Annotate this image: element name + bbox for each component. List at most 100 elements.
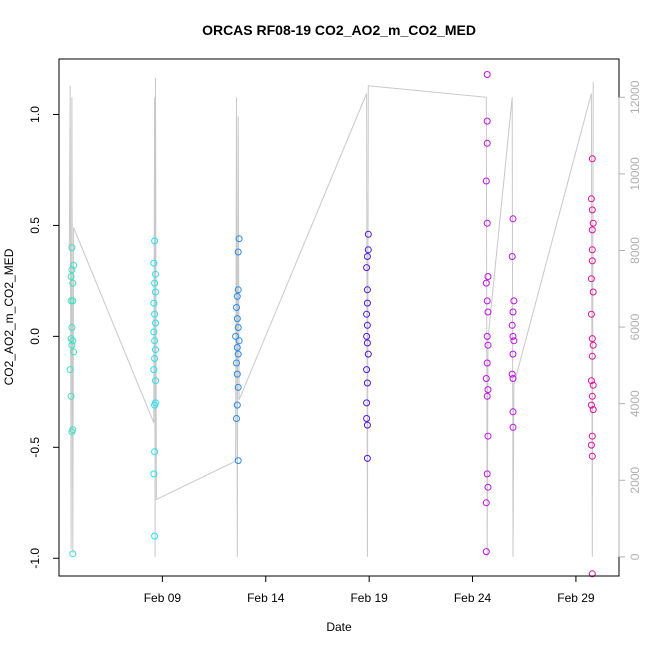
data-point bbox=[363, 286, 371, 294]
data-point bbox=[587, 275, 595, 283]
data-point bbox=[363, 332, 371, 340]
data-point bbox=[509, 408, 517, 416]
data-point bbox=[68, 266, 76, 274]
data-point bbox=[363, 421, 371, 429]
data-point bbox=[69, 550, 77, 558]
data-point bbox=[234, 350, 242, 358]
altitude-track bbox=[68, 78, 594, 557]
data-point bbox=[363, 321, 371, 329]
data-point bbox=[483, 117, 491, 125]
y-axis-label: CO2_AO2_m_CO2_MED bbox=[2, 248, 16, 385]
y-axis: -1.0 -0.5 0.0 0.5 1.0 bbox=[28, 106, 60, 569]
data-point bbox=[363, 399, 371, 407]
data-point bbox=[509, 332, 517, 340]
data-point bbox=[483, 297, 491, 305]
data-point bbox=[587, 377, 595, 385]
data-point bbox=[70, 261, 78, 269]
y2-axis-altitude: 0 2000 4000 6000 8000 10000 12000 bbox=[618, 80, 642, 560]
data-point bbox=[150, 328, 158, 336]
data-point bbox=[482, 499, 490, 507]
data-point bbox=[233, 304, 240, 311]
data-point bbox=[151, 237, 159, 245]
data-point bbox=[588, 570, 596, 578]
data-point bbox=[589, 219, 597, 227]
data-point bbox=[363, 339, 371, 347]
data-point bbox=[364, 230, 372, 238]
data-point bbox=[484, 432, 492, 440]
y-tick-label: -0.5 bbox=[28, 437, 42, 458]
data-point bbox=[589, 381, 597, 389]
data-point bbox=[69, 297, 77, 305]
data-point bbox=[234, 286, 242, 294]
data-point bbox=[363, 379, 371, 387]
data-point bbox=[508, 370, 516, 378]
data-point bbox=[152, 346, 159, 354]
data-point bbox=[234, 324, 242, 331]
data-point bbox=[509, 423, 517, 431]
data-point bbox=[509, 215, 517, 223]
data-point bbox=[150, 470, 158, 478]
y2-tick-label: 6000 bbox=[628, 313, 642, 340]
data-point bbox=[588, 432, 596, 440]
data-point bbox=[235, 235, 243, 243]
data-point bbox=[589, 341, 597, 349]
data-point bbox=[588, 335, 596, 343]
y2-tick-label: 12000 bbox=[628, 80, 642, 114]
y2-tick-label: 4000 bbox=[628, 390, 642, 417]
data-point bbox=[483, 470, 491, 478]
data-point bbox=[510, 297, 518, 305]
data-point bbox=[509, 308, 517, 316]
data-point bbox=[588, 452, 596, 460]
data-point bbox=[152, 399, 159, 407]
data-point bbox=[233, 292, 241, 300]
data-point bbox=[151, 355, 159, 362]
data-point bbox=[483, 139, 491, 147]
data-point bbox=[509, 350, 517, 358]
data-point bbox=[508, 321, 516, 329]
y-tick-label: -1.0 bbox=[28, 548, 42, 569]
altitude-line bbox=[68, 78, 594, 557]
x-axis: Feb 09 Feb 14 Feb 19 Feb 24 Feb 29 bbox=[144, 575, 595, 605]
data-point bbox=[68, 341, 76, 349]
data-point bbox=[482, 279, 490, 287]
data-point bbox=[151, 279, 159, 287]
data-point bbox=[150, 366, 158, 374]
data-point bbox=[234, 457, 242, 465]
y2-tick-label: 0 bbox=[628, 553, 642, 560]
data-point bbox=[68, 244, 76, 252]
data-point bbox=[587, 441, 595, 449]
data-point bbox=[509, 375, 517, 382]
x-axis-label: Date bbox=[326, 620, 352, 634]
data-point bbox=[363, 366, 371, 374]
data-point bbox=[233, 315, 241, 323]
data-point bbox=[364, 246, 372, 254]
data-point bbox=[484, 273, 492, 280]
y2-tick-label: 10000 bbox=[628, 157, 642, 191]
data-point bbox=[587, 401, 595, 409]
data-point bbox=[67, 392, 75, 400]
data-point bbox=[363, 264, 371, 272]
data-point bbox=[69, 426, 77, 434]
data-point bbox=[234, 383, 242, 391]
data-point bbox=[233, 401, 241, 409]
data-point bbox=[483, 359, 491, 367]
data-point bbox=[483, 219, 491, 227]
data-point bbox=[363, 415, 371, 422]
x-tick-label: Feb 24 bbox=[454, 591, 492, 605]
data-point bbox=[484, 483, 492, 491]
x-tick-label: Feb 29 bbox=[557, 591, 595, 605]
y2-tick-label: 8000 bbox=[628, 237, 642, 264]
data-point bbox=[151, 532, 159, 540]
data-point bbox=[234, 248, 242, 256]
data-point bbox=[510, 337, 518, 345]
chart-title: ORCAS RF08-19 CO2_AO2_m_CO2_MED bbox=[202, 22, 476, 38]
data-point bbox=[69, 337, 77, 345]
data-point bbox=[235, 337, 243, 345]
data-point bbox=[151, 310, 159, 318]
data-point bbox=[587, 310, 595, 318]
data-point bbox=[588, 155, 596, 163]
data-point bbox=[588, 352, 596, 360]
data-point bbox=[588, 392, 596, 400]
data-point bbox=[589, 406, 597, 414]
